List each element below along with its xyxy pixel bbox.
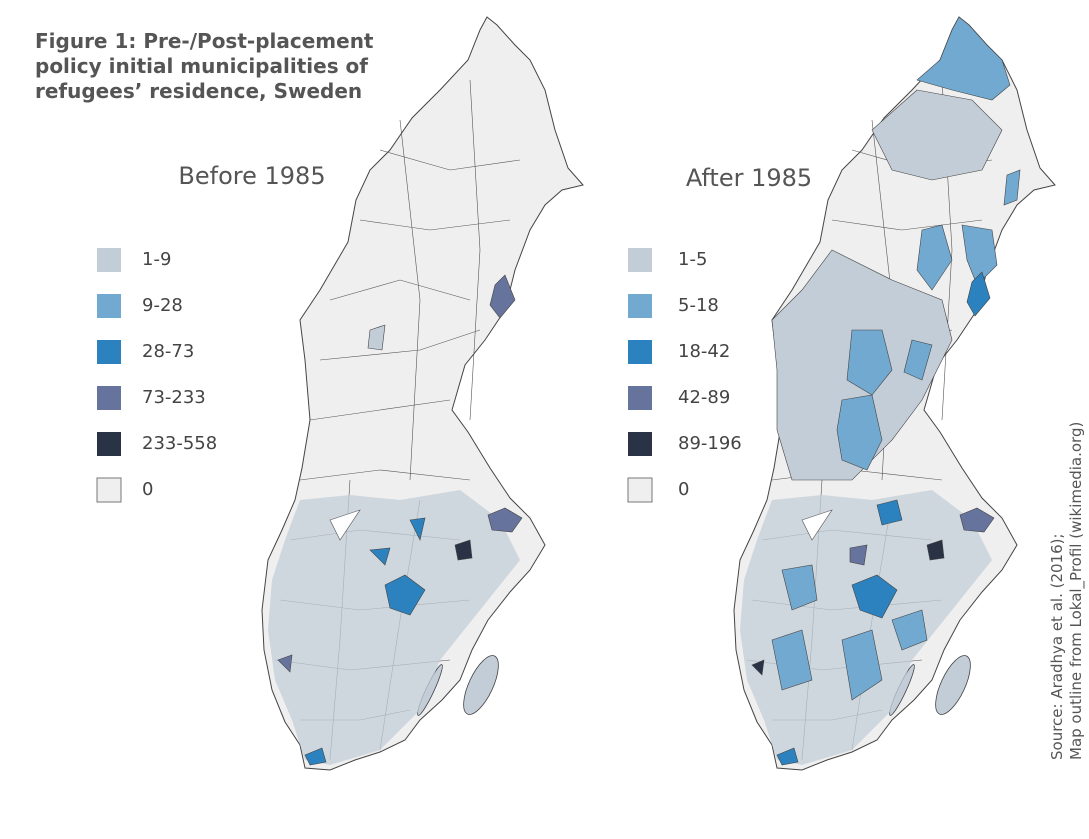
legend-swatch	[97, 294, 121, 318]
legend-swatch	[628, 294, 652, 318]
map-title: Before 1985	[178, 162, 325, 190]
source-line: Source: Aradhya et al. (2016);	[1048, 533, 1066, 760]
legend-label: 0	[678, 479, 689, 500]
legend-label: 233-558	[142, 433, 217, 454]
figure-title-line: policy initial municipalities of	[35, 54, 368, 78]
legend-swatch	[97, 340, 121, 364]
legends: Before 1985 1-9 9-28 28-73 73-233 233-558 0 Aft…	[96, 162, 812, 503]
map-title: After 1985	[686, 164, 812, 192]
legend-label: 18-42	[678, 341, 730, 362]
legend-label: 9-28	[142, 295, 183, 316]
legend-label: 28-73	[142, 341, 194, 362]
source: Source: Aradhya et al. (2016); Map outli…	[1048, 422, 1086, 760]
legend-label: 42-89	[678, 387, 730, 408]
legend-swatch	[628, 248, 652, 272]
legend-swatch	[627, 477, 653, 503]
legend-swatch	[628, 340, 652, 364]
legend-swatch	[96, 477, 122, 503]
legend-label: 1-5	[678, 249, 707, 270]
map-before	[261, 16, 584, 771]
legend-swatch	[97, 248, 121, 272]
legend-label: 5-18	[678, 295, 719, 316]
legend-label: 1-9	[142, 249, 171, 270]
legend-label: 0	[142, 479, 153, 500]
figure-title-line: Figure 1: Pre-/Post-placement	[35, 29, 374, 53]
map-after	[733, 16, 1056, 771]
legend-swatch	[628, 386, 652, 410]
legend-swatch	[628, 432, 652, 456]
legend-label: 73-233	[142, 387, 206, 408]
source-line: Map outline from Lokal_Profil (wikimedia…	[1067, 422, 1086, 760]
legend-swatch	[97, 386, 121, 410]
figure-title-line: refugees’ residence, Sweden	[35, 79, 362, 103]
legend-label: 89-196	[678, 433, 742, 454]
legend-swatch	[97, 432, 121, 456]
